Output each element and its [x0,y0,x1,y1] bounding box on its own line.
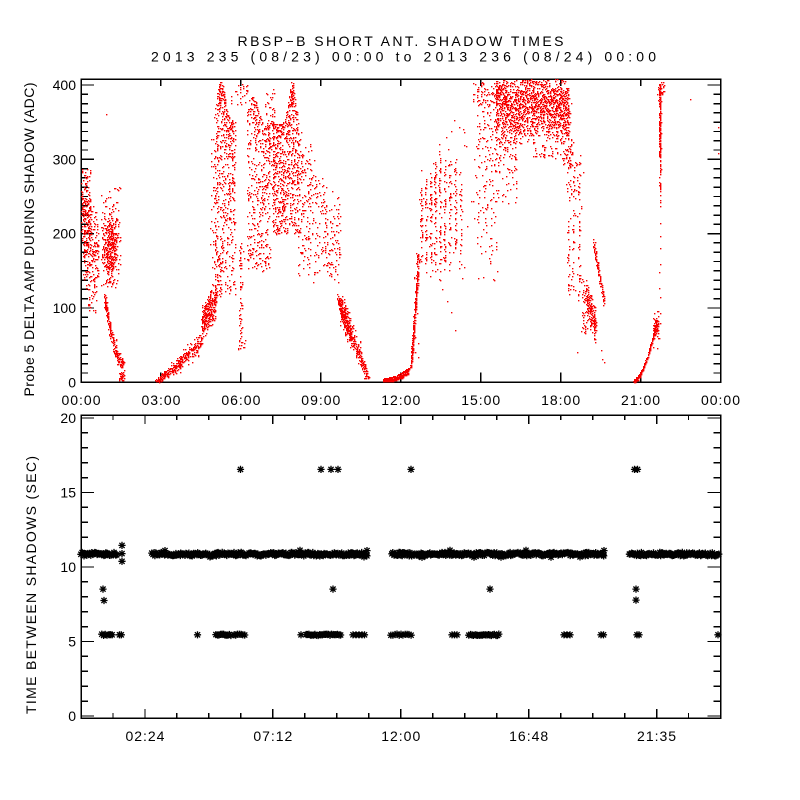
svg-text:21:00: 21:00 [621,392,660,408]
svg-text:00:00: 00:00 [62,392,101,408]
svg-text:12:00: 12:00 [381,728,420,744]
svg-text:15: 15 [60,485,76,501]
svg-text:03:00: 03:00 [141,392,180,408]
svg-text:200: 200 [53,226,77,242]
svg-text:TIME BETWEEN SHADOWS (SEC): TIME BETWEEN SHADOWS (SEC) [23,456,39,714]
svg-text:12:00: 12:00 [381,392,420,408]
svg-text:Probe 5 DELTA AMP DURING SHADO: Probe 5 DELTA AMP DURING SHADOW (ADC) [21,83,37,397]
svg-text:10: 10 [60,559,76,575]
svg-text:20: 20 [60,410,76,426]
svg-text:0: 0 [68,374,76,390]
svg-text:00:00: 00:00 [701,392,740,408]
svg-text:21:35: 21:35 [637,728,676,744]
svg-text:09:00: 09:00 [301,392,340,408]
svg-text:5: 5 [68,634,76,650]
svg-text:300: 300 [53,151,77,167]
svg-text:400: 400 [53,77,77,93]
svg-text:07:12: 07:12 [253,728,292,744]
svg-text:02:24: 02:24 [125,728,164,744]
svg-text:18:00: 18:00 [541,392,580,408]
svg-text:06:00: 06:00 [221,392,260,408]
svg-text:RBSP−B SHORT ANT. SHADOW TIMES: RBSP−B SHORT ANT. SHADOW TIMES [238,33,564,49]
svg-text:15:00: 15:00 [461,392,500,408]
svg-text:16:48: 16:48 [509,728,548,744]
svg-text:0: 0 [68,708,76,724]
svg-text:100: 100 [53,300,77,316]
